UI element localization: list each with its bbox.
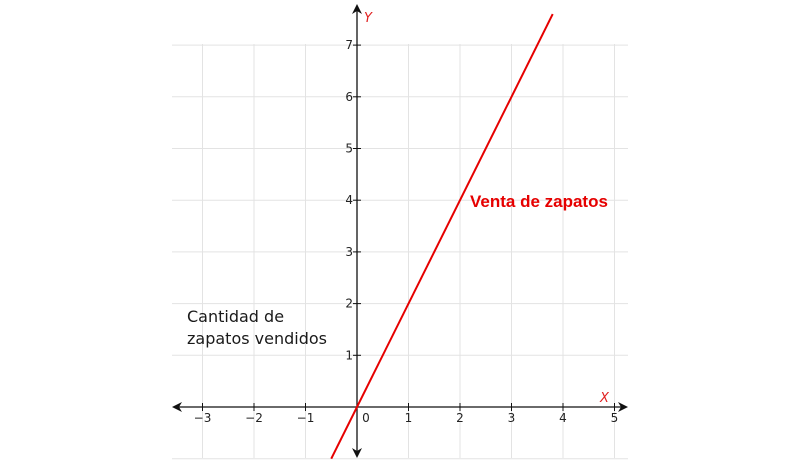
grid: [172, 44, 628, 460]
y-tick-label: 7: [345, 38, 353, 52]
x-tick-label: −1: [297, 411, 315, 425]
x-tick-label: 3: [508, 411, 516, 425]
x-tick-label: 0: [362, 411, 370, 425]
x-tick-label: 2: [456, 411, 464, 425]
y-tick-label: 6: [345, 90, 353, 104]
annotation-text: Cantidad de zapatos vendidos: [187, 306, 327, 350]
x-axis-arrow-left: [172, 402, 182, 412]
x-tick-label: −3: [194, 411, 212, 425]
annotation-line-2: zapatos vendidos: [187, 329, 327, 348]
x-tick-label: 4: [559, 411, 567, 425]
x-tick-label: −2: [245, 411, 263, 425]
x-axis-arrow-right: [618, 402, 628, 412]
y-tick-label: 3: [345, 245, 353, 259]
series-line: [330, 13, 554, 460]
y-axis-arrow-up: [352, 4, 362, 14]
y-tick-label: 1: [345, 348, 353, 362]
y-tick-label: 4: [345, 193, 353, 207]
annotation-line-1: Cantidad de: [187, 307, 285, 326]
y-axis-arrow-down: [352, 448, 362, 458]
axes: [172, 4, 628, 458]
y-axis-label: Y: [364, 11, 373, 26]
series-label: Venta de zapatos: [470, 192, 608, 211]
y-tick-label: 5: [345, 142, 353, 156]
x-tick-label: 5: [611, 411, 619, 425]
series: [330, 13, 554, 460]
tick-labels: −3 −2 −1 0 1 2 3 4 5 1 2 3 4 5 6 7: [194, 38, 619, 425]
x-axis-label: X: [599, 391, 610, 406]
x-tick-label: 1: [405, 411, 413, 425]
y-tick-label: 2: [345, 297, 353, 311]
